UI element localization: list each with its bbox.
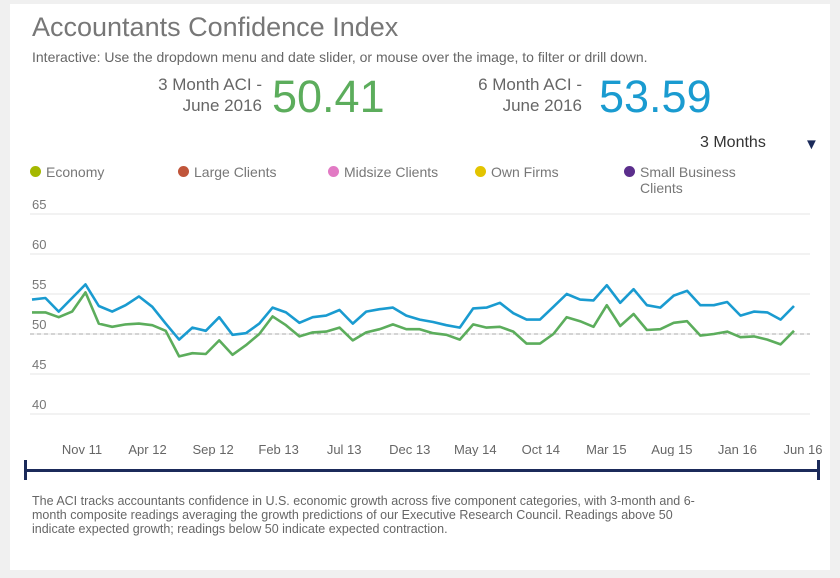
six-month-label: 6 Month ACI - June 2016 [478,75,582,115]
slider-track[interactable] [24,469,820,472]
period-dropdown[interactable]: 3 Months [700,134,766,151]
page-title: Accountants Confidence Index [32,12,399,42]
three-month-label: 3 Month ACI - June 2016 [158,75,262,115]
aci-card: Accountants Confidence Index Interactive… [10,4,830,570]
y-tick-label: 45 [32,357,46,372]
x-tick-label: Jan 16 [718,442,757,456]
legend-label: Own Firms [491,164,559,180]
legend-dot-icon [624,166,635,177]
x-tick-label: Aug 15 [651,442,692,456]
legend-dot-icon [30,166,41,177]
x-tick-label: Jul 13 [327,442,362,456]
y-tick-label: 65 [32,197,46,212]
date-slider[interactable] [24,460,820,480]
slider-start-handle[interactable] [24,460,27,480]
x-tick-label: Mar 15 [586,442,626,456]
legend-label: Small Business Clients [640,164,736,196]
legend-dot-icon [475,166,486,177]
x-tick-label: Sep 12 [192,442,233,456]
chevron-down-icon[interactable]: ▼ [804,136,819,153]
instructions-text: Interactive: Use the dropdown menu and d… [32,49,648,65]
legend-label: Midsize Clients [344,164,439,180]
y-tick-label: 60 [32,237,46,252]
x-tick-label: May 14 [454,442,497,456]
aci-line-chart[interactable]: 65 60 55 50 45 40 Nov 11 Apr 12 Sep 12 Feb 13 Jul … [10,194,830,456]
y-tick-label: 50 [32,317,46,332]
three-month-value: 50.41 [272,71,385,122]
x-tick-label: Oct 14 [522,442,560,456]
y-tick-label: 40 [32,397,46,412]
legend-label: Economy [46,164,105,180]
series-line-6-month [31,283,795,341]
x-tick-label: Apr 12 [128,442,166,456]
series-line-3-month [32,291,795,358]
slider-end-handle[interactable] [817,460,820,480]
legend-dot-icon [178,166,189,177]
six-month-value: 53.59 [599,71,712,122]
x-tick-label: Jun 16 [783,442,822,456]
y-tick-label: 55 [32,277,46,292]
x-tick-label: Feb 13 [258,442,298,456]
legend-label: Large Clients [194,164,277,180]
x-tick-label: Dec 13 [389,442,430,456]
footnote-text: The ACI tracks accountants confidence in… [32,494,695,536]
legend-dot-icon [328,166,339,177]
x-tick-label: Nov 11 [62,442,102,456]
